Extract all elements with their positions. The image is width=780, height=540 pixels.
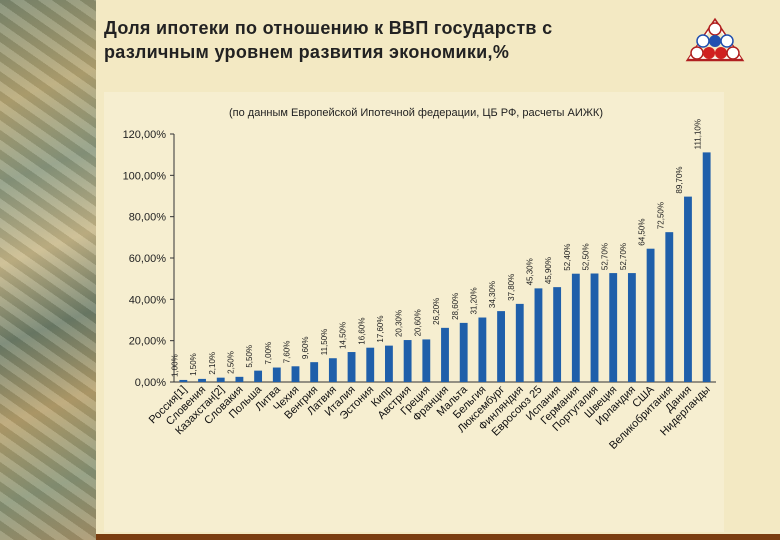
- bar-value-label: 52,70%: [619, 243, 628, 270]
- bar-value-label: 7,60%: [283, 341, 292, 364]
- bar: [422, 339, 431, 382]
- chart-panel: (по данным Европейской Ипотечной федерац…: [104, 92, 724, 532]
- bar-value-label: 72,50%: [656, 202, 665, 229]
- bar: [515, 303, 524, 382]
- bar-value-label: 64,50%: [638, 219, 647, 246]
- bar: [366, 347, 375, 382]
- slide-title-line1: Доля ипотеки по отношению к ВВП государс…: [104, 18, 553, 38]
- y-tick-label: 40,00%: [129, 294, 167, 306]
- bar-value-label: 28,60%: [451, 293, 460, 320]
- y-tick-label: 100,00%: [123, 170, 167, 182]
- bar: [291, 366, 300, 382]
- bar: [553, 287, 562, 382]
- bar: [497, 311, 505, 382]
- y-tick-label: 120,00%: [123, 129, 167, 141]
- bar: [385, 345, 393, 382]
- bar-value-label: 9,60%: [301, 336, 310, 359]
- bar: [459, 322, 468, 382]
- slide-title-line2: различным уровнем развития экономики,%: [104, 42, 510, 62]
- bar: [609, 273, 618, 382]
- bar-value-label: 14,50%: [339, 322, 348, 349]
- bar-value-label: 45,30%: [526, 258, 535, 285]
- bar-value-label: 20,30%: [395, 310, 404, 337]
- bar-value-label: 11,50%: [320, 329, 329, 356]
- decorative-banknote-strip: [0, 0, 96, 540]
- bar: [646, 248, 655, 382]
- bar-value-label: 89,70%: [675, 166, 684, 193]
- bar-value-label: 1,00%: [170, 354, 179, 377]
- bar: [310, 362, 319, 382]
- russian-flag-triangle-logo-icon: [685, 17, 745, 62]
- bar-value-label: 26,20%: [432, 298, 441, 325]
- bar: [571, 273, 580, 382]
- mortgage-gdp-bar-chart: (по данным Европейской Ипотечной федерац…: [123, 107, 716, 452]
- bar-value-label: 34,30%: [488, 281, 497, 308]
- y-tick-label: 60,00%: [129, 253, 167, 265]
- bar-value-label: 16,60%: [357, 318, 366, 345]
- bar: [235, 376, 244, 382]
- bar-value-label: 31,20%: [469, 287, 478, 314]
- y-tick-label: 0,00%: [135, 377, 166, 389]
- slide-title: Доля ипотеки по отношению к ВВП государс…: [104, 16, 684, 64]
- bar-value-label: 111,10%: [694, 119, 703, 149]
- bar: [328, 358, 337, 382]
- chart-subtitle: (по данным Европейской Ипотечной федерац…: [229, 107, 603, 119]
- bar-value-label: 37,80%: [507, 274, 516, 301]
- bar-value-label: 7,00%: [264, 342, 273, 365]
- bottom-accent-bar: [96, 534, 780, 540]
- bar: [403, 340, 412, 382]
- bar: [254, 370, 263, 382]
- bar: [684, 196, 692, 382]
- bar: [198, 378, 206, 382]
- bar: [665, 232, 674, 382]
- bar: [702, 152, 711, 382]
- bar: [590, 273, 599, 382]
- y-tick-label: 20,00%: [129, 336, 167, 348]
- bar: [272, 367, 281, 382]
- bar-value-label: 20,60%: [413, 309, 422, 336]
- bar: [216, 377, 225, 382]
- bar: [627, 273, 636, 382]
- bar: [534, 288, 543, 382]
- bar-value-label: 45,90%: [544, 257, 553, 284]
- bar: [179, 379, 188, 382]
- bar-value-label: 17,60%: [376, 315, 385, 342]
- bar: [441, 327, 449, 382]
- bar: [347, 352, 356, 382]
- bar-value-label: 1,50%: [189, 353, 198, 376]
- y-tick-label: 80,00%: [129, 212, 167, 224]
- bar-value-label: 2,50%: [226, 351, 235, 374]
- bar-value-label: 52,40%: [563, 244, 572, 271]
- bar-value-label: 52,70%: [600, 243, 609, 270]
- bar: [478, 317, 487, 382]
- bar-value-label: 5,50%: [245, 345, 254, 368]
- bar-value-label: 2,10%: [208, 352, 217, 375]
- bar-value-label: 52,50%: [582, 243, 591, 270]
